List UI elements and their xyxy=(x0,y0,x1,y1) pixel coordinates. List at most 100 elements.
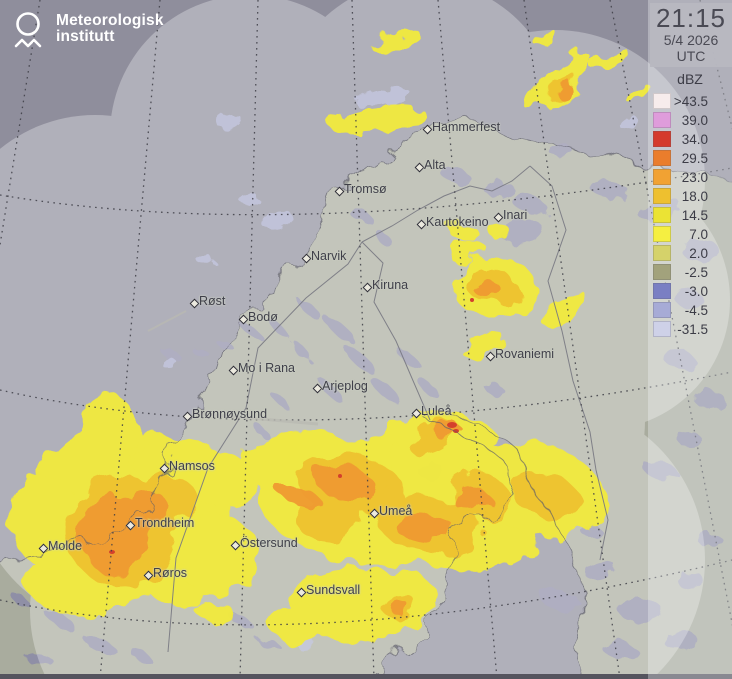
city-diamond-icon xyxy=(38,543,49,554)
legend-color-swatch xyxy=(653,321,671,337)
city-name-label: Trondheim xyxy=(135,516,195,530)
legend-color-swatch xyxy=(653,169,671,185)
legend-row: 23.0 xyxy=(648,168,732,187)
timestamp-box: 21:15 5/4 2026 UTC xyxy=(650,3,732,67)
city-name-label: Røst xyxy=(199,294,226,308)
legend-color-swatch xyxy=(653,207,671,223)
city-name-label: Kiruna xyxy=(372,278,409,292)
city-name-label: Inari xyxy=(503,208,528,222)
city-name-label: Alta xyxy=(424,158,446,172)
legend-row: 7.0 xyxy=(648,225,732,244)
legend-color-swatch xyxy=(653,150,671,166)
city-name-label: Narvik xyxy=(311,249,347,263)
legend-value-label: 2.0 xyxy=(689,246,708,261)
city-name-label: Bodø xyxy=(248,310,278,324)
city-name-label: Molde xyxy=(48,539,83,553)
legend-color-swatch xyxy=(653,131,671,147)
legend-rows: >43.5 39.0 34.0 29.5 23.0 18.0 14.5 7.0 … xyxy=(648,92,732,339)
legend-color-swatch xyxy=(653,93,671,109)
legend-color-swatch xyxy=(653,245,671,261)
legend-color-swatch xyxy=(653,112,671,128)
city-diamond-icon xyxy=(301,253,312,264)
city-diamond-icon xyxy=(230,540,241,551)
city-diamond-icon xyxy=(312,383,323,394)
city-diamond-icon xyxy=(414,162,425,173)
city-name-label: Östersund xyxy=(240,536,298,550)
legend-row: 14.5 xyxy=(648,206,732,225)
national-borders xyxy=(167,165,609,653)
legend-row: -4.5 xyxy=(648,301,732,320)
met-institute-logo: Meteorologisk institutt xyxy=(12,10,164,52)
city-diamond-icon xyxy=(334,186,345,197)
met-logo-icon xyxy=(14,12,42,48)
city-diamond-icon xyxy=(416,219,427,230)
legend-value-label: -4.5 xyxy=(684,303,708,318)
city-diamond-icon xyxy=(493,212,504,223)
track-streaks xyxy=(147,310,319,426)
legend-color-swatch xyxy=(653,302,671,318)
coastline-contour xyxy=(0,120,732,679)
legend-value-label: 23.0 xyxy=(681,170,708,185)
legend-value-label: 18.0 xyxy=(681,189,708,204)
city-diamond-icon xyxy=(485,351,496,362)
city-name-label: Luleå xyxy=(421,404,452,418)
timezone-display: UTC xyxy=(676,48,706,64)
legend-value-label: -31.5 xyxy=(677,322,708,337)
city-name-label: Tromsø xyxy=(344,182,387,196)
legend-color-swatch xyxy=(653,188,671,204)
legend-value-label: >43.5 xyxy=(673,94,708,109)
legend-row: -31.5 xyxy=(648,320,732,339)
city-name-label: Kautokeino xyxy=(426,215,489,229)
date-display: 5/4 2026 xyxy=(663,32,719,48)
legend-row: 34.0 xyxy=(648,130,732,149)
legend-value-label: -2.5 xyxy=(684,265,708,280)
legend-row: 29.5 xyxy=(648,149,732,168)
legend-value-label: 29.5 xyxy=(681,151,708,166)
city-diamond-icon xyxy=(369,508,380,519)
legend-value-label: 34.0 xyxy=(681,132,708,147)
city-name-label: Umeå xyxy=(379,504,413,518)
city-name-label: Mo i Rana xyxy=(238,361,295,375)
logo-text-line1: Meteorologisk xyxy=(56,12,164,29)
legend-row: 18.0 xyxy=(648,187,732,206)
bottom-edge-bar xyxy=(0,674,732,679)
city-name-label: Røros xyxy=(153,566,188,580)
city-name-label: Rovaniemi xyxy=(495,347,555,361)
legend-row: 39.0 xyxy=(648,111,732,130)
city-diamond-icon xyxy=(422,124,433,135)
legend-row: -2.5 xyxy=(648,263,732,282)
city-name-label: Brønnøysund xyxy=(192,407,268,421)
legend-color-swatch xyxy=(653,283,671,299)
legend-unit-label: dBZ xyxy=(677,71,703,87)
legend-value-label: 39.0 xyxy=(681,113,708,128)
logo-text: Meteorologisk institutt xyxy=(56,10,164,52)
city-diamond-icon xyxy=(238,314,249,325)
city-name-label: Arjeplog xyxy=(322,379,368,393)
legend-value-label: 7.0 xyxy=(689,227,708,242)
city-name-label: Namsos xyxy=(169,459,215,473)
city-diamond-icon xyxy=(159,463,170,474)
legend-color-swatch xyxy=(653,226,671,242)
legend-row: 2.0 xyxy=(648,244,732,263)
legend-value-label: 14.5 xyxy=(681,208,708,223)
city-diamond-icon xyxy=(125,520,136,531)
city-diamond-icon xyxy=(143,570,154,581)
dbz-legend: dBZ >43.5 39.0 34.0 29.5 23.0 18.0 14.5 … xyxy=(648,68,732,339)
city-name-label: Hammerfest xyxy=(432,120,501,134)
precip-red xyxy=(109,298,474,554)
legend-value-label: -3.0 xyxy=(684,284,708,299)
logo-text-line2: institutt xyxy=(56,28,115,45)
legend-color-swatch xyxy=(653,264,671,280)
city-diamond-icon xyxy=(182,411,193,422)
time-display: 21:15 xyxy=(655,3,727,33)
legend-row: -3.0 xyxy=(648,282,732,301)
city-diamond-icon xyxy=(189,298,200,309)
city-diamond-icon xyxy=(296,587,307,598)
city-diamond-icon xyxy=(362,282,373,293)
legend-row: >43.5 xyxy=(648,92,732,111)
precip-orange xyxy=(80,79,571,615)
